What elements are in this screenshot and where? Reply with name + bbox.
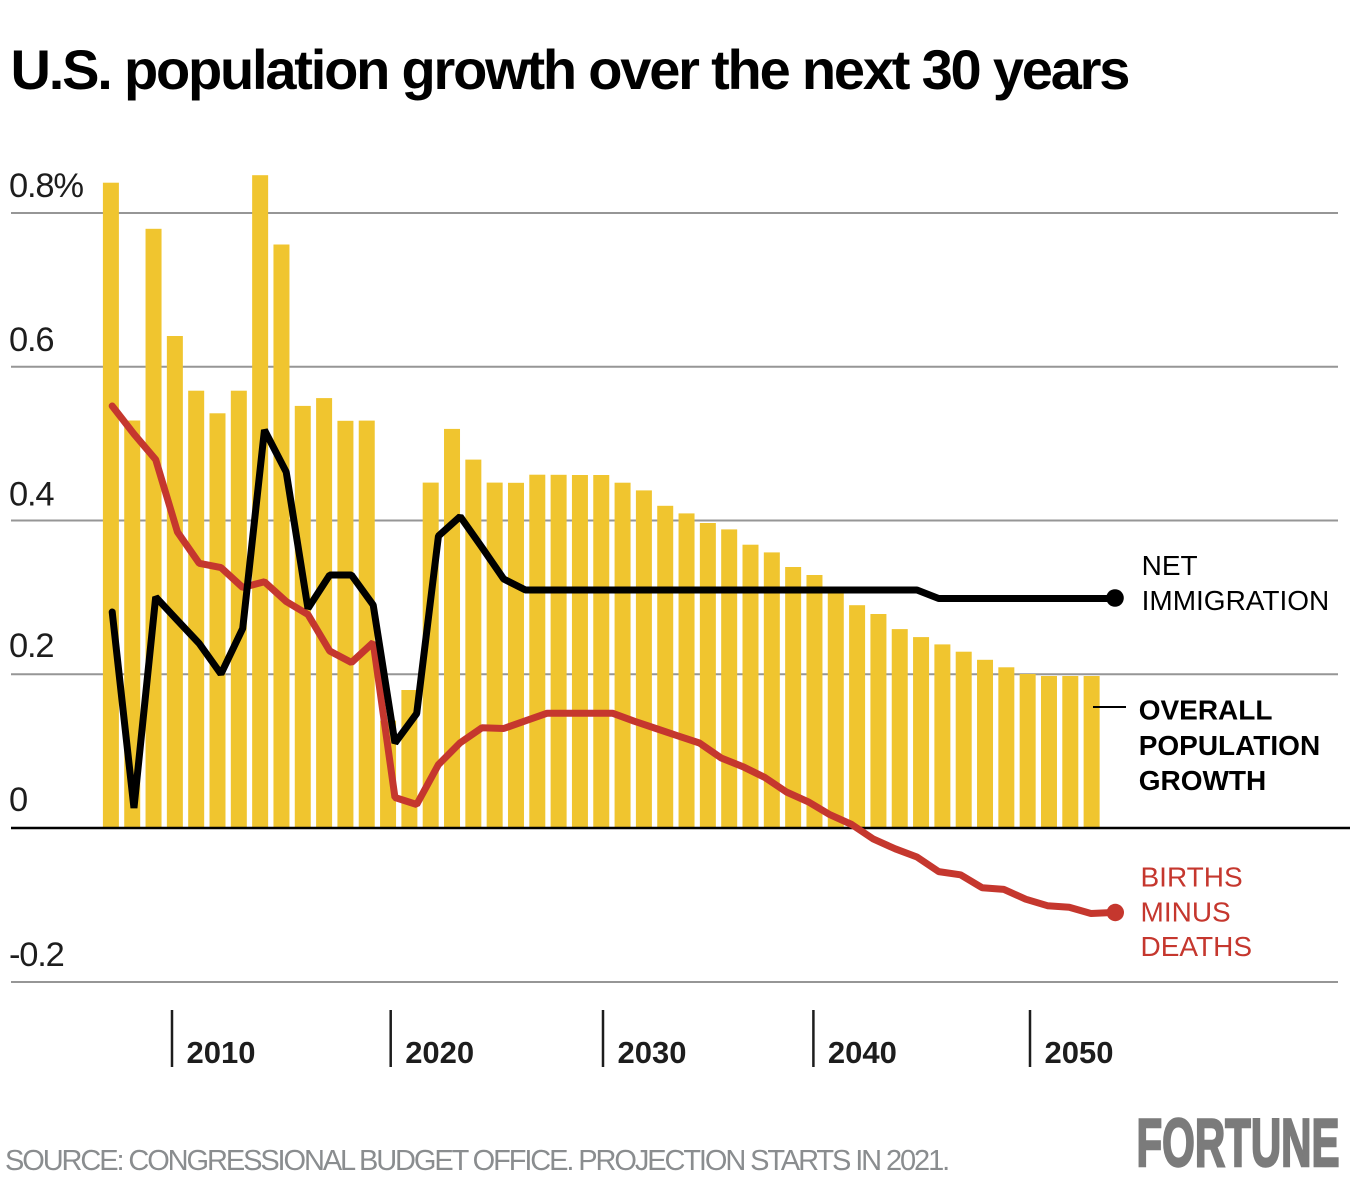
svg-text:0.8%: 0.8% [9, 167, 83, 205]
svg-text:FORTUNE: FORTUNE [1137, 1105, 1340, 1181]
svg-text:MINUS: MINUS [1141, 896, 1231, 927]
svg-text:IMMIGRATION: IMMIGRATION [1142, 585, 1330, 616]
svg-text:2040: 2040 [828, 1035, 897, 1070]
svg-text:DEATHS: DEATHS [1141, 931, 1253, 962]
svg-text:2010: 2010 [187, 1035, 256, 1070]
svg-text:GROWTH: GROWTH [1139, 765, 1267, 796]
svg-text:SOURCE: CONGRESSIONAL BUDGET O: SOURCE: CONGRESSIONAL BUDGET OFFICE. PRO… [5, 1145, 948, 1177]
svg-text:NET: NET [1142, 550, 1198, 581]
svg-text:POPULATION: POPULATION [1139, 730, 1320, 761]
svg-text:2020: 2020 [405, 1035, 474, 1070]
svg-text:2050: 2050 [1045, 1035, 1114, 1070]
svg-text:0.2: 0.2 [9, 627, 53, 665]
svg-text:0.4: 0.4 [9, 476, 54, 514]
svg-text:OVERALL: OVERALL [1139, 695, 1273, 726]
svg-text:BIRTHS: BIRTHS [1141, 862, 1243, 893]
svg-text:0.6: 0.6 [9, 321, 53, 359]
svg-text:-0.2: -0.2 [9, 936, 64, 974]
svg-text:2030: 2030 [618, 1035, 687, 1070]
svg-text:U.S. population growth over th: U.S. population growth over the next 30 … [11, 38, 1129, 101]
svg-text:0: 0 [9, 781, 27, 819]
